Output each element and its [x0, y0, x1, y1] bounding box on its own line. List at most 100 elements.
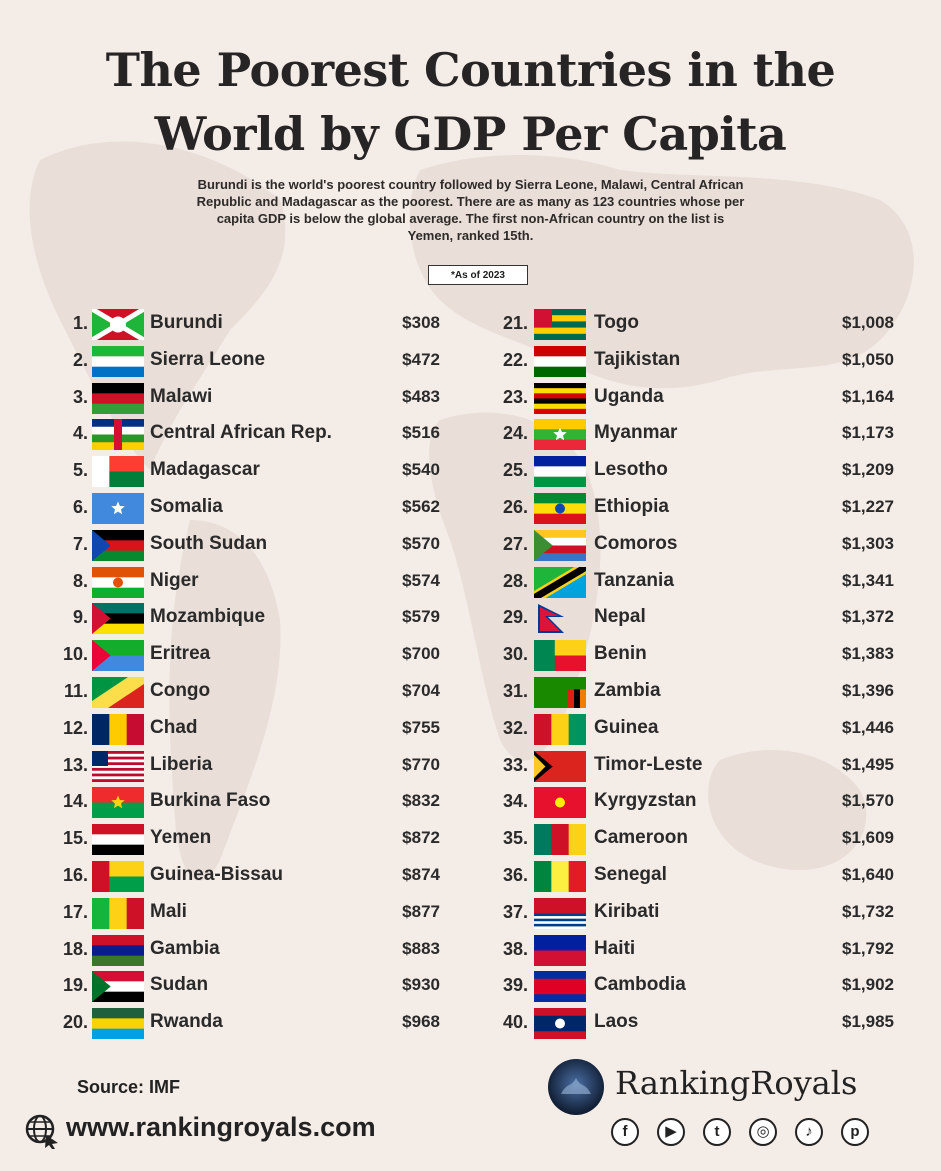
table-row: 9. Mozambique $579 — [50, 600, 450, 636]
gdp-value: $1,227 — [842, 497, 894, 516]
flag-icon — [534, 713, 586, 745]
table-row: 39. Cambodia $1,902 — [488, 968, 894, 1004]
table-row: 14. Burkina Faso $832 — [50, 784, 450, 820]
instagram-icon[interactable]: ◎ — [749, 1118, 777, 1146]
gdp-value: $1,173 — [842, 423, 894, 443]
brand-name: RankingRoyals — [615, 1064, 858, 1102]
gdp-value: $700 — [402, 644, 440, 664]
flag-icon — [534, 309, 586, 340]
table-row: 26. Ethiopia $1,227 — [488, 490, 894, 526]
country-name: Congo — [150, 680, 211, 701]
flag-icon — [92, 493, 144, 524]
rank-label: 38. — [502, 938, 528, 959]
rank-label: 18. — [62, 938, 88, 959]
table-row: 23. Uganda $1,164 — [488, 380, 894, 416]
tiktok-icon[interactable]: ♪ — [795, 1118, 823, 1146]
subtitle-line-3: capita GDP is below the global average. … — [216, 211, 725, 226]
rank-label: 22. — [502, 349, 528, 370]
gdp-value: $308 — [402, 313, 440, 332]
gdp-value: $1,985 — [842, 1012, 894, 1032]
table-row: 21. Togo $1,008 — [488, 306, 894, 342]
gdp-value: $472 — [402, 349, 440, 369]
flag-icon — [534, 640, 586, 672]
country-name: Niger — [150, 569, 199, 591]
flag-icon — [92, 419, 144, 451]
country-name: Lesotho — [594, 459, 668, 481]
gdp-value: $1,732 — [842, 901, 894, 921]
gdp-value: $1,008 — [842, 313, 894, 332]
rank-label: 29. — [502, 607, 528, 628]
gdp-value: $1,372 — [842, 607, 894, 627]
rank-label: 24. — [502, 423, 528, 444]
flag-icon — [534, 529, 586, 561]
gdp-value: $540 — [402, 460, 440, 480]
country-name: Burkina Faso — [150, 790, 271, 812]
table-row: 11. Congo $704 — [50, 674, 450, 710]
flag-icon — [92, 345, 144, 377]
table-row: 6. Somalia $562 — [50, 490, 450, 526]
table-row: 16. Guinea-Bissau $874 — [50, 858, 450, 894]
title-line-1: The Poorest Countries in the — [105, 43, 836, 97]
title-line-2: World by GDP Per Capita — [154, 107, 787, 161]
flag-icon — [534, 897, 586, 929]
gdp-value: $704 — [402, 681, 440, 700]
gdp-value: $968 — [402, 1012, 440, 1032]
gdp-value: $574 — [402, 570, 440, 590]
subtitle-line-1: Burundi is the world's poorest country f… — [197, 177, 744, 192]
flag-icon — [534, 382, 586, 414]
twitter-icon[interactable]: t — [703, 1118, 731, 1146]
gdp-value: $1,209 — [842, 460, 894, 480]
flag-icon — [538, 604, 564, 634]
youtube-icon[interactable]: ▶ — [657, 1118, 685, 1146]
flag-icon — [534, 824, 586, 856]
table-row: 8. Niger $574 — [50, 564, 450, 600]
rank-label: 21. — [502, 313, 528, 333]
rank-label: 39. — [502, 975, 528, 996]
country-name: Benin — [594, 643, 647, 665]
rank-label: 5. — [72, 460, 88, 481]
flag-icon — [534, 493, 586, 524]
gdp-value: $883 — [402, 938, 440, 958]
gdp-value: $483 — [402, 386, 440, 406]
website-link[interactable]: www.rankingroyals.com — [66, 1112, 376, 1142]
flag-icon — [92, 713, 144, 745]
table-row: 40. Laos $1,985 — [488, 1005, 894, 1041]
table-row: 28. Tanzania $1,341 — [488, 564, 894, 600]
gdp-value: $1,050 — [842, 349, 894, 369]
rank-label: 6. — [72, 497, 88, 517]
facebook-icon[interactable]: f — [611, 1118, 639, 1146]
table-row: 5. Madagascar $540 — [50, 453, 450, 489]
gdp-value: $770 — [402, 754, 440, 774]
gdp-value: $1,341 — [842, 570, 894, 590]
table-row: 38. Haiti $1,792 — [488, 932, 894, 968]
flag-icon — [534, 677, 586, 708]
pinterest-icon[interactable]: p — [841, 1118, 869, 1146]
page-title: The Poorest Countries in the World by GD… — [0, 38, 941, 166]
rank-label: 2. — [72, 349, 88, 370]
rank-label: 19. — [62, 975, 88, 996]
ranking-royals-logo — [548, 1059, 604, 1115]
table-row: 7. South Sudan $570 — [50, 527, 450, 563]
table-row: 29. Nepal $1,372 — [488, 600, 894, 636]
country-name: Senegal — [594, 864, 667, 885]
source-label: Source: IMF — [77, 1077, 181, 1097]
table-row: 24. Myanmar $1,173 — [488, 416, 894, 452]
gdp-value: $1,792 — [842, 938, 894, 958]
gdp-value: $1,303 — [842, 533, 894, 553]
country-name: Uganda — [594, 385, 664, 407]
gdp-value: $1,570 — [842, 791, 894, 811]
rank-label: 8. — [72, 570, 88, 591]
flag-icon — [534, 934, 586, 966]
rank-label: 37. — [502, 901, 528, 922]
country-name: Gambia — [150, 937, 220, 959]
table-row: 3. Malawi $483 — [50, 380, 450, 416]
flag-icon — [92, 934, 144, 966]
flag-icon — [534, 787, 586, 819]
rank-label: 26. — [502, 497, 528, 517]
country-name: Cameroon — [594, 827, 688, 849]
country-name: Kyrgyzstan — [594, 790, 697, 812]
flag-icon — [92, 677, 144, 708]
table-row: 31. Zambia $1,396 — [488, 674, 894, 710]
country-name: Tajikistan — [594, 348, 681, 370]
